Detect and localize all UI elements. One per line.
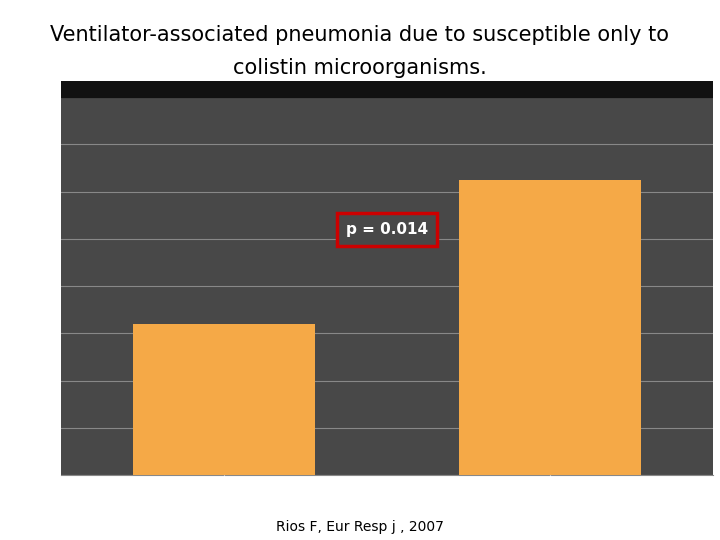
Text: colistin microorganisms.: colistin microorganisms. (233, 57, 487, 78)
Text: Rios F, Eur Resp j , 2007: Rios F, Eur Resp j , 2007 (276, 519, 444, 534)
Text: p = 0.014: p = 0.014 (346, 222, 428, 237)
Bar (133, 324, 315, 475)
Text: Ventilator-associated pneumonia due to susceptible only to: Ventilator-associated pneumonia due to s… (50, 25, 670, 45)
Bar (459, 180, 641, 475)
Bar (61, 78, 713, 97)
